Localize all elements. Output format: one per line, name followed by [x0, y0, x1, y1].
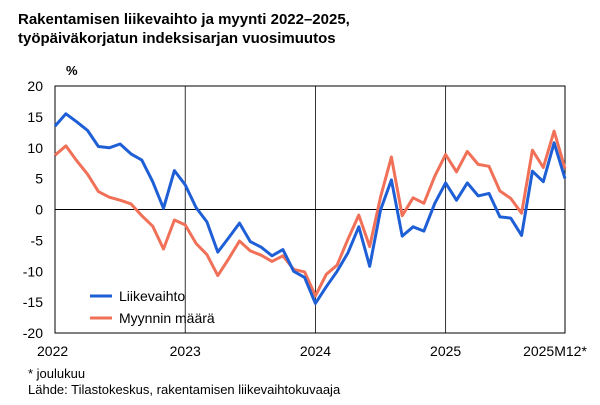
x-axis-tick-labels: 2022 2023 2024 2025 2025M12* [37, 343, 587, 359]
x-tick-label: 2022 [37, 343, 68, 359]
y-tick-label: 0 [35, 202, 43, 218]
y-tick-label: 5 [35, 171, 43, 187]
legend-label: Myynnin määrä [119, 310, 215, 326]
series-line [53, 112, 567, 305]
y-tick-label: -10 [23, 263, 43, 279]
chart-title: Rakentamisen liikevaihto ja myynti 2022–… [18, 10, 350, 48]
x-tick-label: 2025 [430, 343, 461, 359]
chart-title-line1: Rakentamisen liikevaihto ja myynti 2022–… [18, 11, 350, 28]
footnote-note: * joulukuu [28, 366, 86, 381]
legend-label: Liikevaihto [119, 288, 185, 304]
chart-title-line2: työpäiväkorjatun indeksisarjan vuosimuut… [18, 30, 336, 47]
y-tick-label: -5 [31, 232, 44, 248]
footnote-block: * joulukuu Lähde: Tilastokeskus, rakenta… [28, 366, 340, 398]
y-axis-tick-labels: 20 15 10 5 0 -5 -10 -15 -20 [23, 78, 43, 341]
legend: Liikevaihto Myynnin määrä [90, 288, 215, 326]
gridlines [54, 85, 566, 334]
y-tick-label: 20 [27, 78, 43, 94]
y-tick-label: -15 [23, 294, 43, 310]
x-tick-label: 2024 [300, 343, 331, 359]
x-tick-label: 2025M12* [523, 343, 587, 359]
y-unit-label: % [66, 63, 78, 78]
y-tick-label: 15 [27, 109, 43, 125]
footnote-source: Lähde: Tilastokeskus, rakentamisen liike… [28, 382, 341, 397]
x-tick-label: 2023 [170, 343, 201, 359]
series-line [54, 129, 567, 298]
y-tick-label: 10 [27, 140, 43, 156]
y-tick-label: -20 [23, 325, 43, 341]
series-lines [53, 112, 567, 305]
